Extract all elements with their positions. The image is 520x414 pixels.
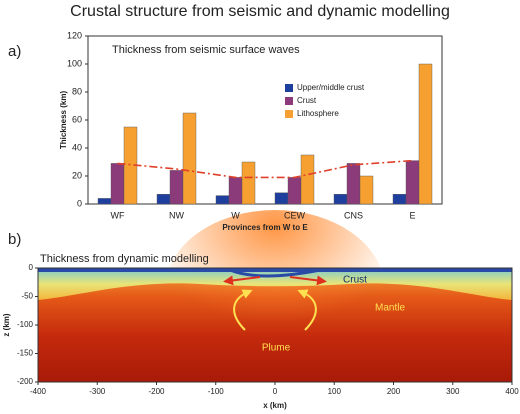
legend-swatch [285,110,293,118]
y-tick-label: -200 [17,377,34,386]
bar [156,193,171,205]
bar [346,163,361,205]
bar [287,177,302,205]
x-tick-label: 100 [328,387,342,396]
annotation: Plume [262,343,291,354]
y-tick-label: 20 [72,170,82,180]
y-tick-label: 60 [72,114,82,124]
x-tick-label: E [409,210,415,220]
figure-title: Crustal structure from seismic and dynam… [70,3,450,20]
bar [359,175,374,205]
y-tick-label: 0 [29,263,34,272]
bar [182,112,197,205]
legend-label: Crust [297,96,317,105]
model-image [38,210,512,382]
plot-frame [87,35,443,205]
x-tick-label: CNS [344,210,363,220]
y-axis-label: Thickness (km) [59,91,68,150]
x-tick-label: -300 [89,387,106,396]
bar [97,198,112,205]
bar [300,154,315,205]
x-axis-label: Provinces from W to E [222,223,308,232]
bar [405,160,420,205]
y-tick-label: -50 [21,292,33,301]
chart-title: Thickness from dynamic modelling [40,253,209,265]
y-tick-label: 100 [67,58,82,68]
y-tick-label: -150 [17,349,34,358]
x-tick-label: 400 [505,387,519,396]
bar [110,163,125,205]
legend-label: Upper/middle crust [297,83,365,92]
panel-label: a) [8,43,21,60]
trend-line [117,159,413,179]
y-tick-label: 40 [72,142,82,152]
bar [169,170,184,205]
x-tick-label: WF [111,210,125,220]
bar [215,195,230,205]
bar [274,192,289,205]
chart-title: Thickness from seismic surface waves [112,44,300,56]
x-tick-label: CEW [284,210,306,220]
y-axis-label: z (km) [2,313,11,336]
legend-swatch [285,84,293,92]
x-tick-label: -200 [148,387,165,396]
x-tick-label: -100 [208,387,225,396]
y-tick-label: -100 [17,320,34,329]
bar [228,177,243,205]
bar [418,63,433,205]
x-tick-label: W [231,210,240,220]
panel-label: b) [8,231,21,248]
legend-swatch [285,97,293,105]
y-tick-label: 80 [72,86,82,96]
x-tick-label: 300 [446,387,460,396]
annotation: Mantle [375,303,405,314]
x-axis-label: x (km) [263,401,287,410]
x-tick-label: 200 [387,387,401,396]
x-tick-label: NW [169,210,184,220]
annotation: Crust [343,275,367,286]
legend-label: Lithosphere [297,109,339,118]
y-tick-label: 0 [77,198,82,208]
x-tick-label: 0 [273,387,278,396]
bar [392,193,407,205]
y-tick-label: 120 [67,30,82,40]
x-tick-label: -400 [30,387,47,396]
bar [333,193,348,205]
bar [241,161,256,205]
